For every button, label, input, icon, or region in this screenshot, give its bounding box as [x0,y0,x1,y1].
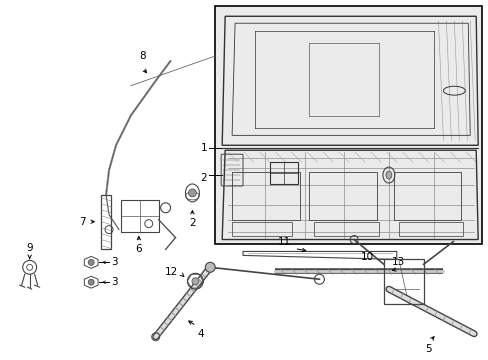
Bar [393,172,460,220]
Text: 7: 7 [80,217,86,227]
Circle shape [188,189,196,197]
Circle shape [88,260,94,265]
Text: 12: 12 [165,267,178,277]
Bar [232,222,291,235]
Bar [232,172,299,220]
Text: 9: 9 [26,243,33,253]
Text: 4: 4 [197,329,203,339]
Text: 2: 2 [189,218,195,228]
Bar [269,162,297,184]
Circle shape [88,279,94,285]
Circle shape [191,278,199,285]
Bar [309,172,376,220]
Bar [121,200,158,231]
Bar [383,260,423,304]
Text: 8: 8 [139,51,146,61]
Text: 2: 2 [200,173,207,183]
Text: 13: 13 [391,257,405,267]
Polygon shape [84,256,98,268]
Text: 5: 5 [425,344,431,354]
Bar [101,195,111,249]
Text: 10: 10 [360,252,373,262]
Bar [314,222,378,235]
Text: 6: 6 [135,244,142,255]
Text: 1: 1 [200,143,207,153]
Text: 11: 11 [278,238,291,247]
Text: 3: 3 [111,277,118,287]
Bar [215,6,481,244]
Ellipse shape [385,171,391,179]
Circle shape [205,262,215,272]
Text: 3: 3 [111,257,118,267]
Polygon shape [84,276,98,288]
Bar [398,222,462,235]
